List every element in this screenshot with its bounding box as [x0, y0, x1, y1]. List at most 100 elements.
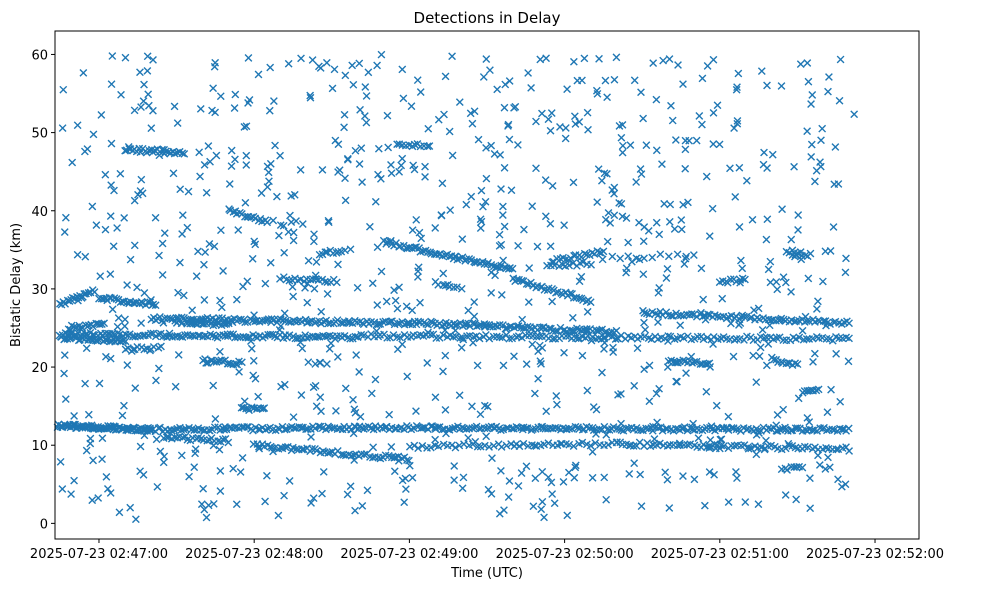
data-point [166, 314, 174, 323]
data-point [724, 498, 733, 507]
data-point [355, 59, 364, 68]
data-point [705, 442, 714, 450]
data-point [588, 447, 597, 456]
data-point [423, 142, 432, 151]
data-point [218, 435, 227, 444]
data-point [226, 330, 235, 339]
data-point [497, 443, 506, 451]
data-point [754, 500, 763, 509]
data-point [260, 404, 269, 412]
data-point [666, 440, 674, 449]
data-point [676, 321, 685, 330]
data-point [405, 442, 414, 451]
data-point [242, 122, 251, 131]
data-point [421, 172, 429, 181]
data-point [346, 245, 355, 254]
data-point [147, 295, 155, 304]
data-point [206, 157, 214, 166]
data-point [477, 186, 486, 195]
data-point [346, 334, 355, 343]
data-point [822, 443, 830, 452]
data-point [254, 392, 263, 401]
data-point [334, 260, 342, 269]
x-tick-label: 2025-07-23 02:50:00 [496, 547, 634, 562]
data-point [603, 237, 612, 246]
data-point [726, 164, 734, 173]
data-point [323, 360, 331, 368]
data-point [418, 441, 427, 450]
data-point [806, 249, 815, 258]
data-point [834, 180, 843, 188]
data-point [548, 181, 557, 190]
data-point [399, 94, 408, 103]
data-point [439, 367, 447, 376]
data-point [416, 88, 425, 96]
data-point [356, 412, 365, 421]
data-point [310, 230, 318, 239]
data-point [324, 216, 333, 225]
data-point [518, 333, 526, 342]
data-point [688, 358, 697, 367]
data-point [477, 424, 486, 433]
data-point [55, 331, 64, 340]
data-point [386, 236, 395, 245]
data-point [213, 318, 222, 327]
data-point [506, 264, 514, 272]
data-point [279, 316, 288, 325]
data-point [386, 317, 395, 326]
data-point [212, 358, 221, 366]
data-point [792, 463, 801, 471]
data-point [561, 134, 570, 143]
data-point [795, 333, 804, 342]
data-point [416, 298, 424, 307]
data-point [455, 441, 464, 450]
data-point [106, 354, 115, 363]
data-point [468, 319, 477, 328]
data-point [280, 248, 289, 257]
data-point [205, 426, 214, 435]
data-point [575, 117, 584, 126]
data-point [686, 440, 695, 448]
data-point [140, 431, 149, 440]
data-point [457, 343, 466, 352]
data-point [457, 284, 466, 293]
data-point [297, 391, 306, 399]
data-point [383, 333, 392, 342]
data-point [240, 123, 249, 131]
data-point [519, 439, 528, 448]
data-point [812, 386, 821, 395]
data-point [162, 147, 170, 156]
data-point [548, 297, 557, 306]
data-point [485, 320, 494, 329]
data-point [202, 359, 210, 367]
data-point [74, 296, 82, 305]
data-point [828, 425, 837, 434]
data-point [340, 123, 348, 132]
data-point [178, 149, 187, 158]
data-point [802, 335, 811, 343]
data-point [464, 306, 473, 315]
data-point [360, 331, 368, 340]
data-point [792, 317, 801, 325]
data-point [255, 444, 264, 453]
data-point [60, 228, 69, 236]
data-point [393, 333, 402, 341]
data-point [157, 342, 165, 351]
data-point [241, 212, 249, 221]
data-point [497, 185, 505, 193]
data-point [311, 271, 320, 280]
data-point [265, 177, 273, 186]
data-point [223, 330, 232, 339]
data-point [281, 443, 290, 452]
data-point [551, 423, 560, 432]
data-point [541, 212, 550, 221]
data-point [374, 320, 383, 329]
data-point [718, 294, 727, 303]
data-point [760, 148, 768, 157]
data-point [280, 380, 289, 389]
data-point [141, 331, 149, 340]
data-point [98, 320, 106, 329]
data-point [617, 426, 626, 434]
data-point [102, 472, 111, 481]
data-point [403, 456, 411, 465]
